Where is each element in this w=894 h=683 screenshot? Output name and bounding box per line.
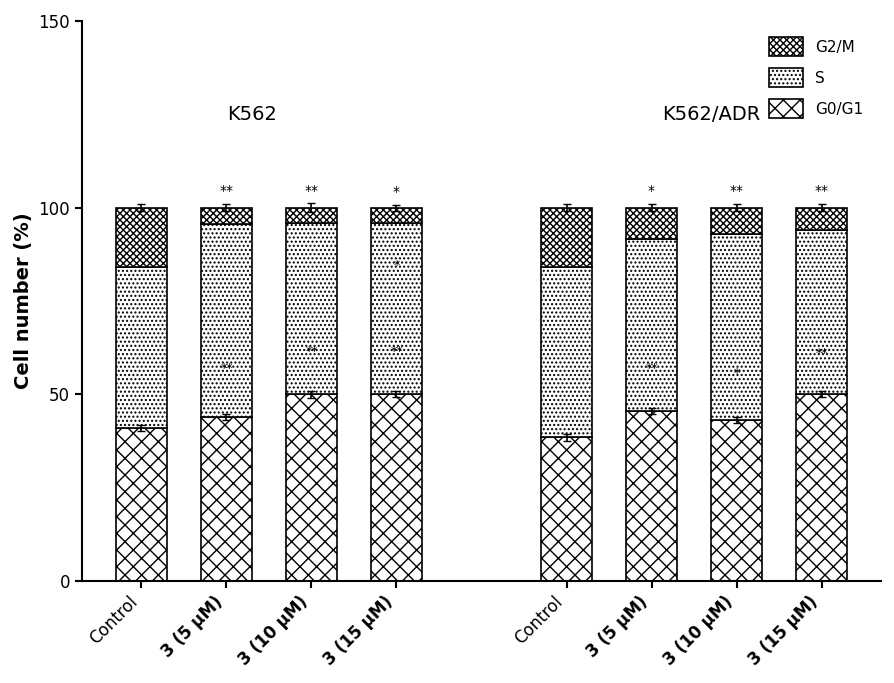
Bar xyxy=(540,208,591,267)
Bar xyxy=(795,230,846,394)
Bar xyxy=(710,421,761,581)
Bar xyxy=(200,208,251,225)
Text: **: ** xyxy=(814,347,827,360)
Text: **: ** xyxy=(814,184,828,198)
Text: **: ** xyxy=(729,184,743,198)
Bar xyxy=(370,223,421,394)
Bar xyxy=(115,428,166,581)
Bar xyxy=(625,239,676,411)
Bar xyxy=(115,208,166,267)
Text: *: * xyxy=(392,259,399,272)
Bar xyxy=(625,411,676,581)
Text: **: ** xyxy=(220,362,232,375)
Bar xyxy=(370,208,421,223)
Text: K562/ADR: K562/ADR xyxy=(662,104,759,124)
Text: **: ** xyxy=(305,345,317,358)
Bar xyxy=(795,208,846,230)
Text: *: * xyxy=(392,185,400,199)
Text: **: ** xyxy=(390,345,402,358)
Bar xyxy=(115,267,166,428)
Bar xyxy=(285,223,336,394)
Text: *: * xyxy=(647,184,654,198)
Text: **: ** xyxy=(645,362,657,375)
Bar xyxy=(540,267,591,437)
Text: **: ** xyxy=(304,184,318,197)
Bar xyxy=(710,208,761,234)
Bar xyxy=(625,208,676,239)
Bar xyxy=(200,417,251,581)
Y-axis label: Cell number (%): Cell number (%) xyxy=(14,212,33,389)
Text: *: * xyxy=(732,367,738,380)
Bar xyxy=(285,208,336,223)
Text: K562: K562 xyxy=(227,104,276,124)
Bar xyxy=(795,394,846,581)
Legend: G2/M, S, G0/G1: G2/M, S, G0/G1 xyxy=(763,31,868,124)
Bar xyxy=(710,234,761,421)
Text: **: ** xyxy=(219,184,233,198)
Bar xyxy=(285,394,336,581)
Bar xyxy=(540,437,591,581)
Bar xyxy=(200,225,251,417)
Bar xyxy=(370,394,421,581)
